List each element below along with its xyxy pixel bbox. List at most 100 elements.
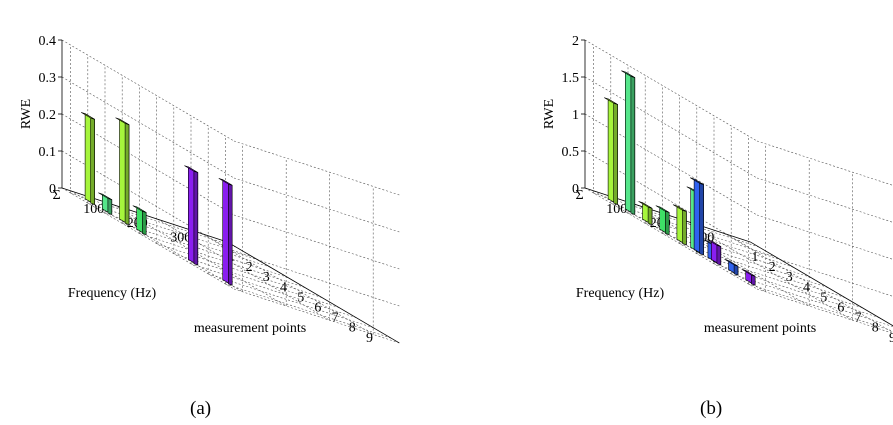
gridline <box>731 273 893 327</box>
bar-top-face <box>707 239 721 247</box>
gridline <box>156 243 322 298</box>
bar <box>672 204 687 246</box>
gridline <box>208 273 374 329</box>
gridline <box>696 253 863 308</box>
x-tick-label: 8 <box>349 321 356 336</box>
gridline <box>233 288 400 344</box>
y-tick-label: 300 <box>170 230 191 245</box>
x-axis-line <box>227 241 400 344</box>
x-tick-label: 9 <box>889 331 893 346</box>
gridline <box>645 223 811 278</box>
bar-side-face <box>750 274 756 286</box>
z-tick-label: 0.1 <box>39 145 57 160</box>
gridline <box>584 39 758 142</box>
bar <box>81 112 95 205</box>
x-tick-label: 6 <box>314 301 321 316</box>
bar <box>132 205 147 236</box>
gridline <box>233 214 400 270</box>
caption-a: (a) <box>190 398 212 419</box>
bar-side-face <box>228 183 233 286</box>
bar-side-face <box>124 122 130 226</box>
gridline <box>724 233 893 333</box>
bar <box>707 239 722 266</box>
gridline <box>70 192 236 248</box>
gridline <box>627 212 794 268</box>
y-axis-label: Frequency (Hz) <box>576 286 665 301</box>
bar <box>98 192 113 216</box>
gridline <box>756 288 893 334</box>
gridline <box>756 140 893 186</box>
gridline <box>61 187 235 290</box>
gridline <box>190 263 357 318</box>
gridline <box>680 218 853 321</box>
bar-top-face <box>184 165 198 173</box>
bar-top-face <box>672 204 687 212</box>
gridline <box>713 263 880 318</box>
bar-top-face <box>604 97 618 105</box>
bar-side-face <box>733 264 739 276</box>
z-axis-label: RWE <box>19 99 34 129</box>
bar-top-face <box>218 178 233 186</box>
bar-side-face <box>664 210 670 236</box>
bar-top-face <box>741 269 756 277</box>
gridline <box>756 177 893 223</box>
x-tick-label: 7 <box>332 311 339 326</box>
bar-side-face <box>647 206 653 226</box>
bar-top-face <box>638 201 653 209</box>
z-axis-label: RWE <box>542 99 557 129</box>
z-tick-label: 0 <box>49 182 56 197</box>
caption-b: (b) <box>700 398 723 419</box>
x-tick-label: 4 <box>280 280 287 295</box>
y-tick-label: Σ <box>576 188 584 203</box>
gridline <box>233 140 400 196</box>
gridline <box>139 233 305 288</box>
y-tick-label: 100 <box>606 202 627 217</box>
z-tick-label: 0.4 <box>39 34 57 49</box>
bar-side-face <box>682 209 687 246</box>
x-tick-label: 4 <box>803 280 810 295</box>
z-tick-label: 0.5 <box>562 145 580 160</box>
bar <box>184 165 199 266</box>
bar-top-face <box>81 112 95 120</box>
gridline <box>610 202 777 258</box>
bar-side-face <box>613 102 618 205</box>
x-tick-label: 1 <box>751 250 758 265</box>
x-axis-label: measurement points <box>194 321 306 336</box>
z-tick-label: 1 <box>572 108 579 123</box>
x-tick-label: 5 <box>820 290 827 305</box>
bar-top-face <box>98 192 112 200</box>
x-tick-label: 2 <box>246 260 253 275</box>
x-tick-label: 8 <box>872 321 879 336</box>
bar <box>218 178 233 286</box>
bar <box>115 117 130 226</box>
y-tick-label: Σ <box>53 188 61 203</box>
gridline <box>662 233 828 288</box>
bar <box>655 205 670 236</box>
gridline <box>61 39 235 142</box>
gridline <box>756 214 893 260</box>
chart-panel-b: 00.511.52Σ100200300123456789RWEFrequency… <box>542 34 893 346</box>
gridline <box>233 251 400 307</box>
bar-side-face <box>716 244 722 266</box>
bar-side-face <box>90 117 95 205</box>
x-tick-label: 6 <box>837 301 844 316</box>
bar <box>638 201 653 226</box>
bar-top-face <box>621 70 635 78</box>
gridline <box>593 190 766 293</box>
bar-top-face <box>690 177 704 185</box>
bar <box>604 97 618 205</box>
bar <box>724 259 739 276</box>
bar-side-face <box>142 210 147 236</box>
x-tick-label: 3 <box>263 270 270 285</box>
z-tick-label: 2 <box>572 34 579 49</box>
bar-top-face <box>132 205 147 213</box>
gridline <box>225 283 391 339</box>
x-axis-label: measurement points <box>704 321 816 336</box>
y-axis-label: Frequency (Hz) <box>68 286 157 301</box>
x-tick-label: 3 <box>786 270 793 285</box>
x-tick-label: 2 <box>769 260 776 275</box>
x-tick-label: 9 <box>366 331 373 346</box>
bar-top-face <box>655 205 670 213</box>
x-axis-line <box>750 241 893 327</box>
